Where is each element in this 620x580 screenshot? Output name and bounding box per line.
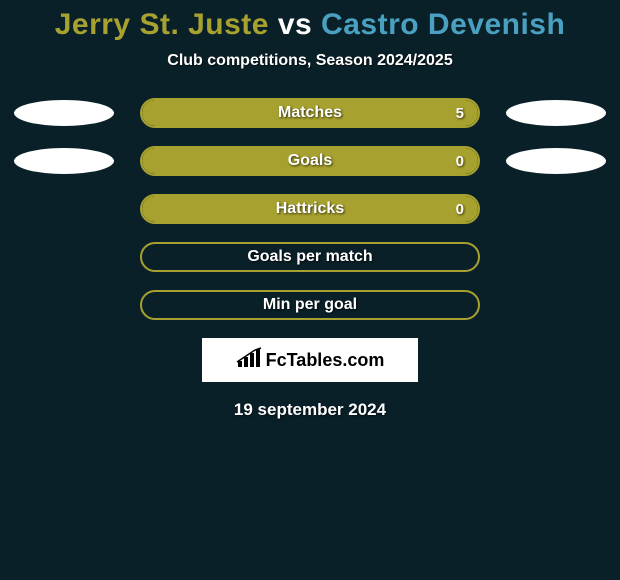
stat-bar: Hattricks 0 bbox=[140, 194, 480, 224]
stat-row: Goals 0 bbox=[0, 146, 620, 176]
stat-value: 0 bbox=[456, 201, 464, 218]
page-title: Jerry St. Juste vs Castro Devenish bbox=[0, 8, 620, 42]
player1-name: Jerry St. Juste bbox=[55, 8, 269, 41]
player2-name: Castro Devenish bbox=[321, 8, 565, 41]
stat-row: Min per goal bbox=[0, 290, 620, 320]
player1-marker bbox=[14, 148, 114, 174]
stat-label: Matches bbox=[278, 104, 342, 122]
stat-label: Min per goal bbox=[263, 296, 357, 314]
date-label: 19 september 2024 bbox=[0, 400, 620, 420]
stat-bar: Matches 5 bbox=[140, 98, 480, 128]
stat-bar: Goals per match bbox=[140, 242, 480, 272]
stat-rows: Matches 5 Goals 0 Hattricks 0 Goals per match M… bbox=[0, 98, 620, 320]
stat-label: Goals bbox=[288, 152, 332, 170]
stat-row: Hattricks 0 bbox=[0, 194, 620, 224]
stat-row: Matches 5 bbox=[0, 98, 620, 128]
barchart-icon bbox=[236, 347, 262, 374]
source-logo-text: FcTables.com bbox=[266, 350, 385, 371]
subtitle: Club competitions, Season 2024/2025 bbox=[0, 52, 620, 70]
player1-marker bbox=[14, 100, 114, 126]
source-logo: FcTables.com bbox=[202, 338, 418, 382]
comparison-infographic: Jerry St. Juste vs Castro Devenish Club … bbox=[0, 0, 620, 420]
stat-value: 5 bbox=[456, 105, 464, 122]
player2-marker bbox=[506, 100, 606, 126]
stat-label: Hattricks bbox=[276, 200, 344, 218]
player2-marker bbox=[506, 148, 606, 174]
stat-row: Goals per match bbox=[0, 242, 620, 272]
stat-bar: Goals 0 bbox=[140, 146, 480, 176]
vs-separator: vs bbox=[278, 8, 312, 41]
stat-value: 0 bbox=[456, 153, 464, 170]
stat-label: Goals per match bbox=[247, 248, 372, 266]
stat-bar: Min per goal bbox=[140, 290, 480, 320]
